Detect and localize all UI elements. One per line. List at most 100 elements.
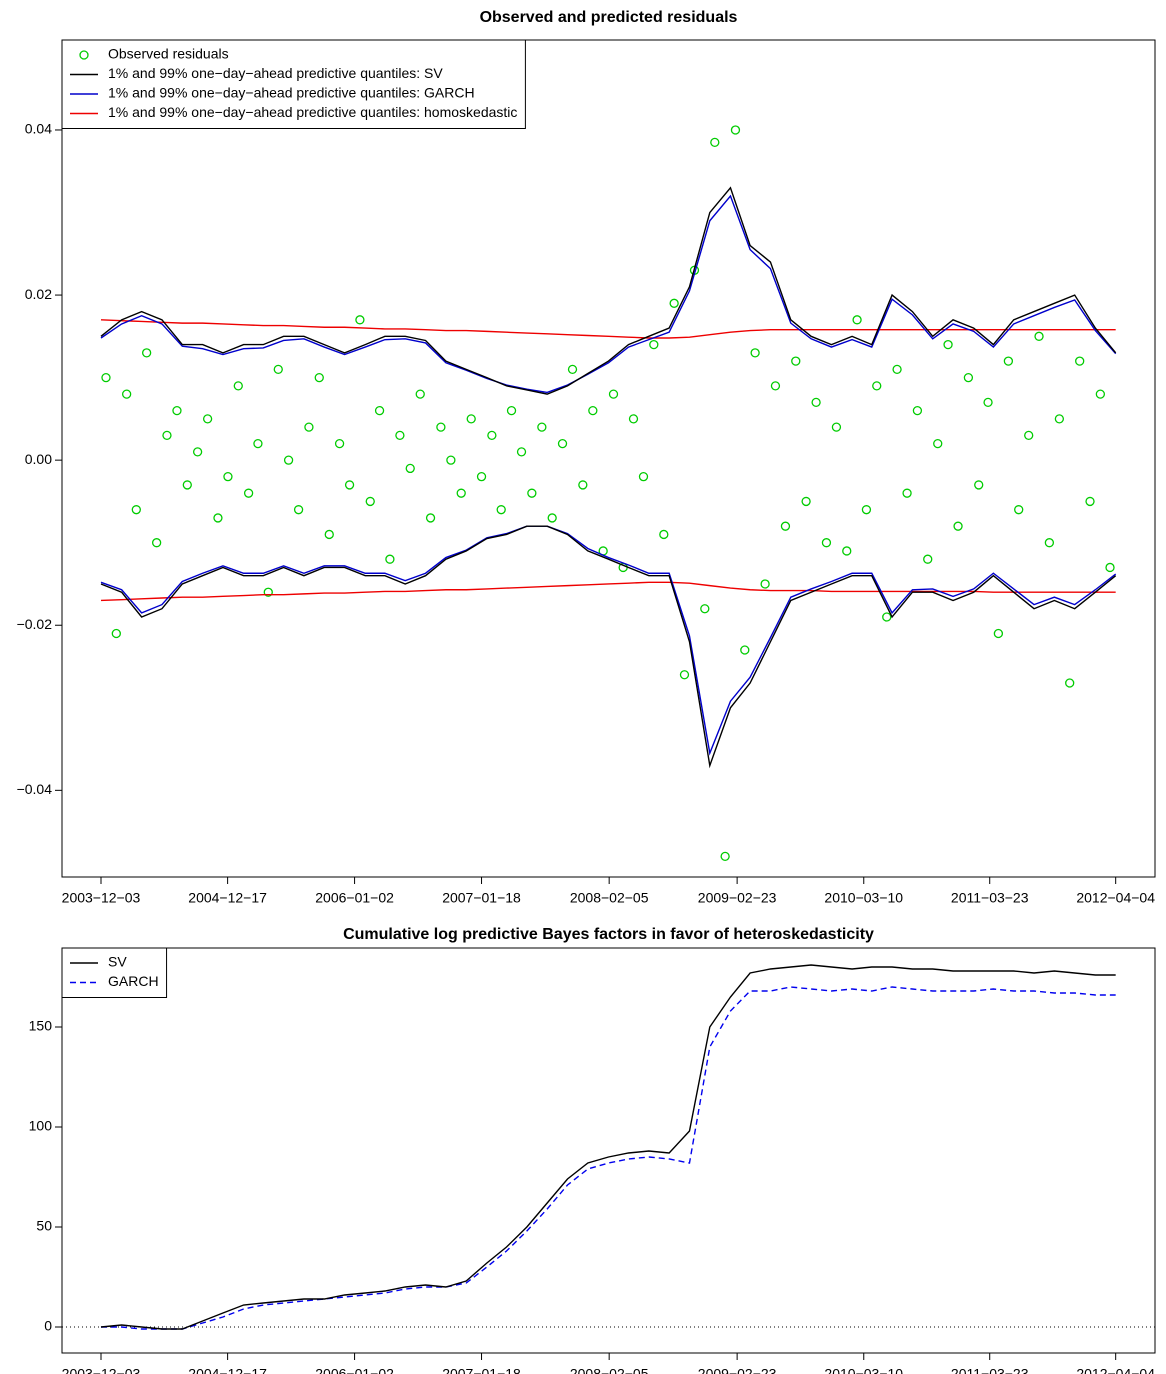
point <box>669 298 679 308</box>
x-tick-label: 2006−01−02 <box>315 890 394 906</box>
point <box>233 381 243 391</box>
point <box>730 125 741 135</box>
point <box>1044 538 1055 548</box>
point <box>1054 414 1065 424</box>
point <box>933 438 943 449</box>
point <box>172 405 182 416</box>
x-tick-label: 2009−02−23 <box>698 1366 777 1374</box>
chart-title: Observed and predicted residuals <box>480 9 738 26</box>
point <box>983 397 993 408</box>
point <box>963 372 974 383</box>
plot-frame <box>61 947 1156 1354</box>
point <box>679 670 690 680</box>
point <box>344 480 355 490</box>
point <box>334 438 345 449</box>
point <box>223 472 233 482</box>
point <box>740 645 750 655</box>
point <box>588 405 598 416</box>
point <box>760 579 770 589</box>
point <box>487 430 497 441</box>
x-tick-label: 2010−03−10 <box>824 890 903 906</box>
point <box>638 472 649 482</box>
point <box>700 604 710 614</box>
point <box>192 447 203 457</box>
x-tick-label: 2012−04−04 <box>1076 890 1155 906</box>
point <box>780 521 791 531</box>
point <box>415 389 425 399</box>
point <box>720 851 730 862</box>
legend-label: GARCH <box>108 973 159 989</box>
x-tick-label: 2004−12−17 <box>188 890 267 906</box>
y-tick-label: 0.04 <box>25 121 52 137</box>
point <box>649 339 659 350</box>
x-tick-label: 2003−12−03 <box>62 890 141 906</box>
point <box>902 488 912 498</box>
point <box>567 364 578 375</box>
legend-label: 1% and 99% one−day−ahead predictive quan… <box>108 65 443 81</box>
point <box>821 538 832 548</box>
panel: Observed and predicted residuals 2003−12−… <box>17 9 1156 906</box>
point <box>131 505 141 515</box>
y-tick-label: 100 <box>29 1118 53 1134</box>
line <box>100 964 1116 1330</box>
point <box>527 488 537 498</box>
point <box>861 505 872 515</box>
x-tick-label: 2008−02−05 <box>570 890 649 906</box>
x-tick-label: 2009−02−23 <box>698 890 777 906</box>
point <box>151 538 162 548</box>
point <box>263 587 273 597</box>
y-tick-label: −0.04 <box>17 781 53 797</box>
point <box>273 364 283 375</box>
point <box>466 414 476 424</box>
point <box>496 505 506 515</box>
point <box>121 389 132 399</box>
point <box>355 315 365 325</box>
point <box>1065 678 1075 688</box>
x-tick-label: 2004−12−17 <box>188 1366 267 1374</box>
line <box>100 186 1117 395</box>
point <box>993 628 1004 639</box>
point <box>710 137 720 148</box>
point <box>405 463 415 474</box>
point <box>882 612 892 622</box>
point <box>253 438 263 449</box>
legend-box <box>61 39 526 129</box>
point <box>446 455 456 465</box>
point <box>101 372 111 383</box>
y-tick-label: 0.02 <box>25 286 52 302</box>
legend-box <box>61 947 168 998</box>
point <box>943 339 953 350</box>
y-tick-label: 150 <box>29 1018 53 1034</box>
point <box>923 554 933 564</box>
point <box>1105 562 1115 573</box>
x-tick-label: 2007−01−18 <box>442 890 521 906</box>
point <box>395 430 405 441</box>
legend-label: Observed residuals <box>108 46 229 62</box>
line-lower <box>100 525 1117 769</box>
point <box>831 422 842 432</box>
point <box>293 505 304 515</box>
legend-label: SV <box>108 954 127 970</box>
point <box>385 554 395 564</box>
x-tick-label: 2006−01−02 <box>315 1366 394 1374</box>
y-tick-label: −0.02 <box>17 616 53 632</box>
point <box>1034 331 1044 341</box>
point <box>1024 430 1034 441</box>
panel: Cumulative log predictive Bayes factors … <box>29 926 1156 1374</box>
point <box>547 513 557 523</box>
point <box>141 348 152 358</box>
point <box>912 405 923 416</box>
point <box>425 513 436 523</box>
point <box>1075 356 1085 366</box>
line <box>100 319 1116 339</box>
point <box>628 414 639 424</box>
point <box>811 397 821 408</box>
point <box>1095 389 1105 399</box>
x-tick-label: 2011−03−23 <box>951 890 1029 906</box>
point <box>243 488 254 498</box>
x-tick-label: 2007−01−18 <box>442 1366 521 1374</box>
point <box>872 381 882 391</box>
point <box>801 496 811 507</box>
chart-title: Cumulative log predictive Bayes factors … <box>343 926 874 943</box>
